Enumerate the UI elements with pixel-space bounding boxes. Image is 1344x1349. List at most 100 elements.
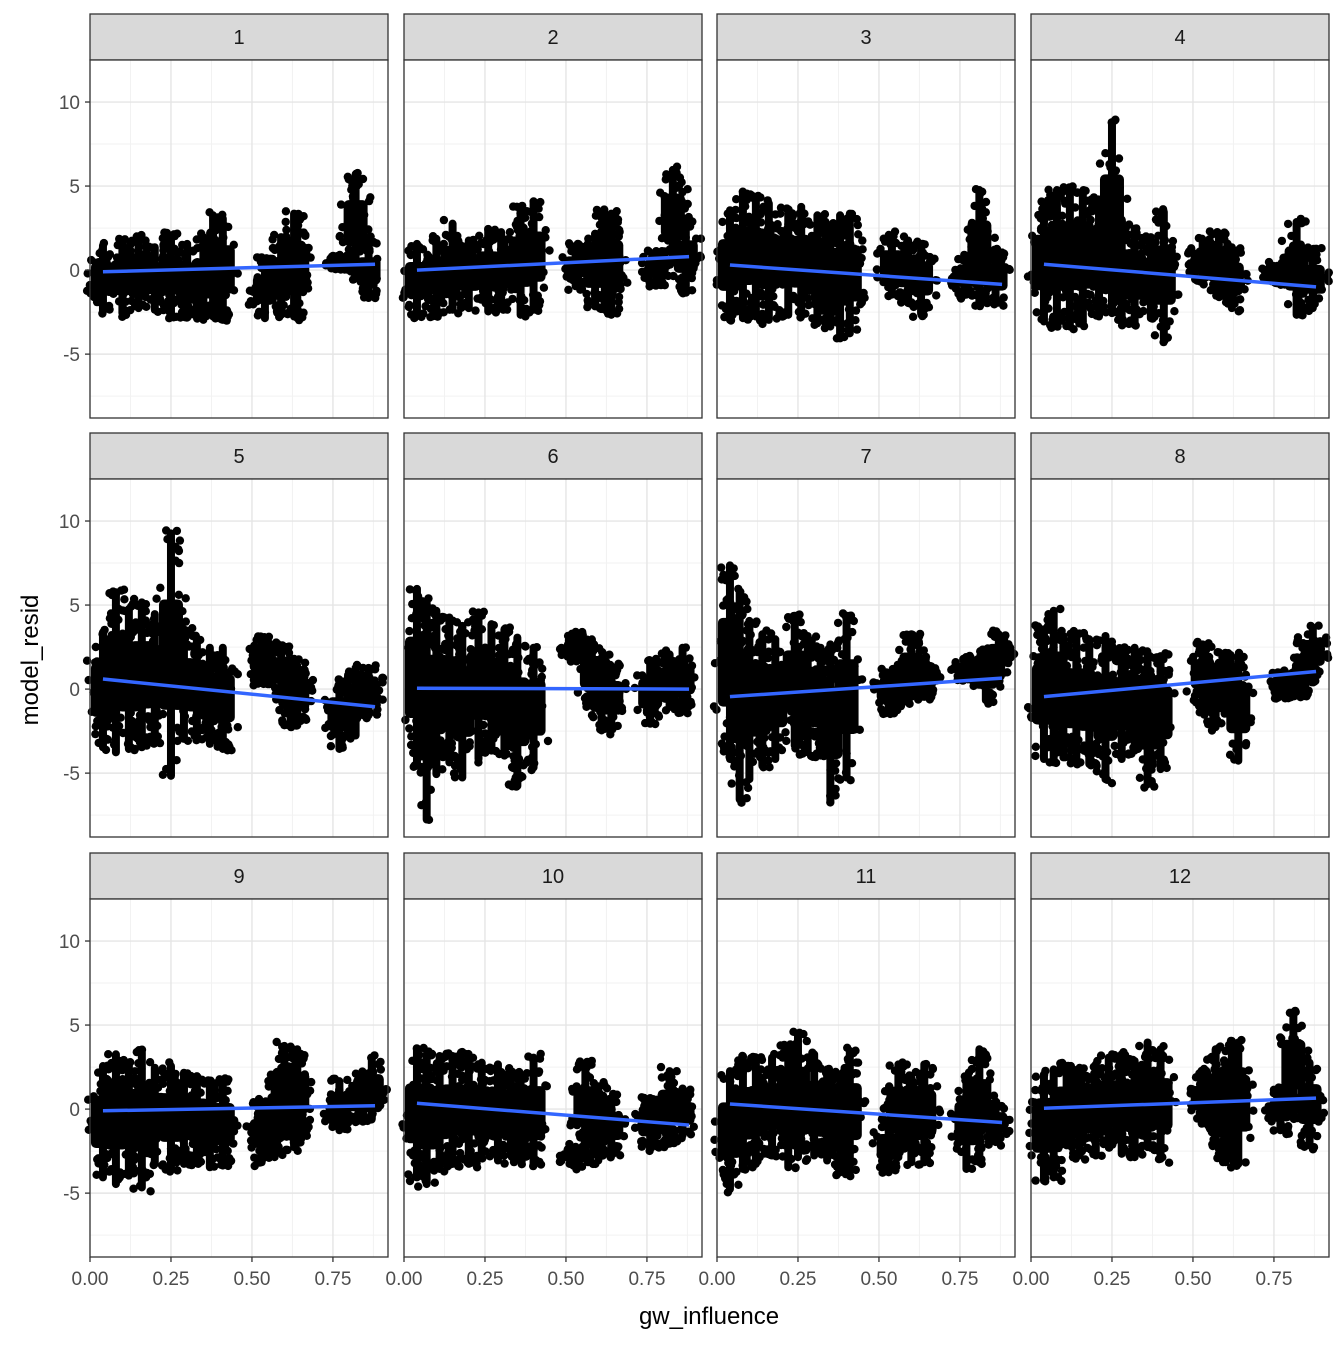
point [416,271,424,279]
point [654,280,662,288]
point-cluster [661,194,685,238]
facet-panel-7: 7 [710,433,1019,837]
point [976,189,984,197]
point [731,206,739,214]
point [405,627,413,635]
point [427,760,435,768]
point [469,607,477,615]
point [219,233,227,241]
point [496,727,504,735]
point [500,632,508,640]
point [532,740,540,748]
point [722,305,730,313]
point [1151,331,1159,339]
point [498,717,506,725]
point [920,311,928,319]
point [854,221,862,229]
point [142,293,150,301]
point [728,606,736,614]
point [784,206,792,214]
point [283,310,291,318]
point [417,292,425,300]
point [614,661,622,669]
point [468,727,476,735]
point [840,333,848,341]
point [234,723,242,731]
point [1044,186,1052,194]
point [781,728,789,736]
point [442,646,450,654]
point [801,235,809,243]
point [915,660,923,668]
point [815,679,823,687]
point [490,621,498,629]
point [858,675,866,683]
point [758,320,766,328]
point [359,175,367,183]
point [812,632,820,640]
point [295,307,303,315]
point [482,286,490,294]
point-cluster [599,681,623,711]
point [832,759,840,767]
point [1058,212,1066,220]
point [669,272,677,280]
point [1208,230,1216,238]
point [682,694,690,702]
point [447,235,455,243]
point [897,298,905,306]
point [1102,308,1110,316]
point [193,235,201,243]
point [1159,338,1167,346]
point [203,733,211,741]
point [529,651,537,659]
point [412,586,420,594]
point [520,296,528,304]
point [1033,308,1041,316]
point [168,271,176,279]
point [210,235,218,243]
point [794,656,802,664]
point [764,196,772,204]
point [288,716,296,724]
point [105,305,113,313]
point [309,676,317,684]
point [606,661,614,669]
point [156,584,164,592]
point [729,631,737,639]
point [1122,224,1130,232]
point [1317,244,1325,252]
point [809,667,817,675]
point [884,292,892,300]
point [119,290,127,298]
point [399,294,407,302]
point [356,670,364,678]
point [831,252,839,260]
point [142,607,150,615]
point [844,628,852,636]
point [741,202,749,210]
point [422,640,430,648]
point [1038,213,1046,221]
point [802,669,810,677]
point [277,234,285,242]
point [595,232,603,240]
point [676,282,684,290]
point [422,798,430,806]
point [782,623,790,631]
point [605,651,613,659]
point [565,239,573,247]
point [914,300,922,308]
point [415,245,423,253]
point [960,251,968,259]
point [446,305,454,313]
point [214,213,222,221]
point [651,720,659,728]
point [846,776,854,784]
point [574,240,582,248]
point [1101,149,1109,157]
point [1108,118,1116,126]
point [720,644,728,652]
